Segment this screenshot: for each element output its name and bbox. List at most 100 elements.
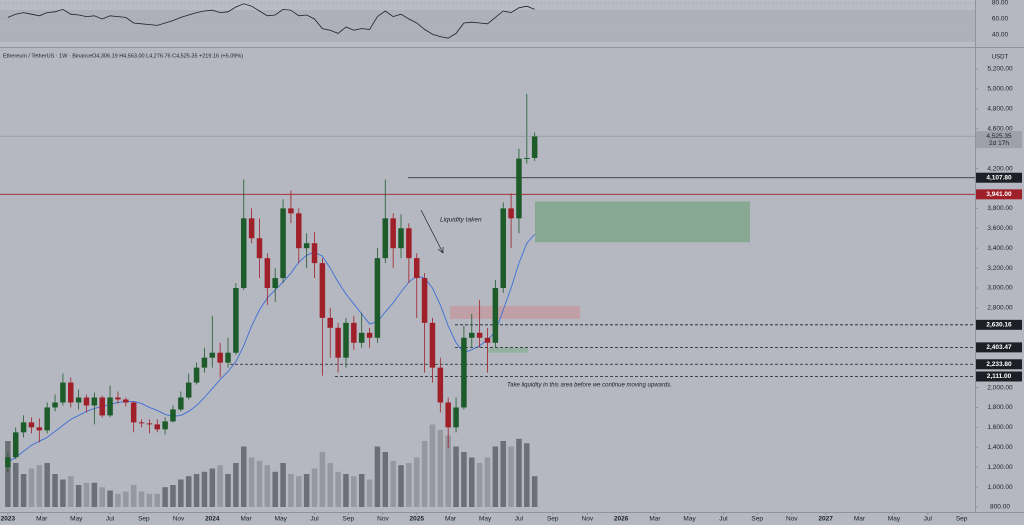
volume-bar [60, 479, 66, 507]
x-tick-label: Mar [445, 516, 457, 523]
volume-bar [351, 476, 357, 507]
volume-bar [413, 457, 420, 507]
volume-bar [225, 474, 231, 507]
y-tick-label: 4,800.00 [987, 106, 1013, 113]
volume-bar [382, 452, 389, 507]
volume-bar [209, 468, 216, 507]
volume-bar [327, 463, 333, 507]
candle-body [233, 288, 239, 353]
x-tick-label: 2024 [205, 516, 220, 523]
candle-body [296, 213, 302, 249]
volume-bar [36, 465, 43, 507]
candle-body [492, 288, 499, 343]
x-tick-label: May [479, 516, 492, 523]
volume-bar [288, 474, 294, 507]
y-tick-label: 5,200.00 [987, 66, 1013, 73]
x-tick-label: Mar [36, 516, 48, 523]
volume-bar [44, 463, 50, 507]
volume-bar [492, 446, 499, 507]
volume-bar [178, 479, 184, 507]
y-tick-label: 3,800.00 [987, 205, 1013, 212]
candle-body [44, 407, 50, 431]
candle-body [12, 432, 19, 458]
candle-body [469, 332, 475, 338]
volume-bar [390, 460, 396, 507]
volume-bar [256, 460, 263, 507]
candle-body [91, 397, 98, 406]
level-label: 2,233.80 [986, 361, 1012, 368]
x-tick-label: Sep [956, 516, 968, 523]
level-tag [976, 359, 1022, 370]
candle-body [531, 136, 538, 158]
volume-bar [52, 474, 58, 507]
x-tick-label: Jul [515, 516, 524, 523]
volume-bar [335, 471, 341, 507]
level-tag [976, 342, 1022, 353]
rsi-line [7, 3, 535, 39]
volume-bar [5, 441, 11, 507]
candle-body [60, 382, 66, 403]
x-tick-label: Jul [719, 516, 728, 523]
candle-body [256, 238, 263, 259]
y-tick-label: 4,200.00 [987, 165, 1013, 172]
y-tick-label: 800.00 [990, 504, 1010, 511]
volume-bar [20, 474, 27, 507]
volume-bar [516, 438, 522, 507]
volume-bar [107, 490, 113, 507]
candle-body [516, 158, 522, 219]
candle-body [398, 228, 404, 249]
candle-body [185, 382, 192, 398]
x-tick-label: 2023 [1, 516, 16, 523]
volume-bar [484, 457, 491, 507]
volume-bar [123, 491, 129, 507]
candle-body [20, 422, 27, 433]
countdown: 2d 17h [989, 140, 1009, 147]
volume-bar [303, 474, 310, 507]
y-tick-label: 2,800.00 [987, 305, 1013, 312]
volume-bar [264, 465, 271, 507]
zone [450, 305, 580, 319]
candle-body [390, 218, 396, 249]
candle-body [178, 397, 184, 410]
candle-body [476, 332, 483, 338]
x-tick-label: May [888, 516, 901, 523]
candle-body [68, 382, 74, 403]
volume-bar [83, 482, 90, 507]
x-tick-label: Sep [751, 516, 763, 523]
volume-bar [524, 443, 530, 507]
volume-bar [28, 468, 35, 507]
volume-bar [75, 485, 82, 507]
volume-bar [461, 452, 467, 507]
last-price-label: 4,525.35 [986, 133, 1012, 140]
rsi-tick-label: 40.00 [992, 32, 1009, 39]
volume-bar [248, 457, 255, 507]
x-tick-label: Mar [241, 516, 253, 523]
candle-body [484, 337, 491, 343]
candle-body [264, 258, 271, 288]
x-tick-label: May [70, 516, 83, 523]
x-tick-label: 2026 [614, 516, 629, 523]
x-tick-label: Sep [138, 516, 150, 523]
y-tick-label: 1,600.00 [987, 424, 1013, 431]
candle-body [154, 424, 161, 430]
candle-body [123, 399, 129, 403]
x-tick-label: Jul [310, 516, 319, 523]
y-tick-label: 3,000.00 [987, 285, 1013, 292]
volume-bar [280, 463, 286, 507]
candle-body [28, 422, 35, 428]
volume-bar [68, 476, 74, 507]
candle-body [413, 258, 420, 279]
volume-bar [91, 482, 98, 507]
candle-body [445, 402, 451, 428]
volume-bar [437, 430, 444, 507]
volume-bar [445, 435, 451, 507]
x-tick-label: Nov [173, 516, 185, 523]
candle-body [406, 228, 412, 259]
candle-body [343, 322, 349, 358]
y-tick-label: 1,000.00 [987, 484, 1013, 491]
y-tick-label: 1,800.00 [987, 404, 1013, 411]
candle-body [374, 258, 381, 338]
x-tick-label: May [683, 516, 696, 523]
x-tick-label: Nov [582, 516, 594, 523]
